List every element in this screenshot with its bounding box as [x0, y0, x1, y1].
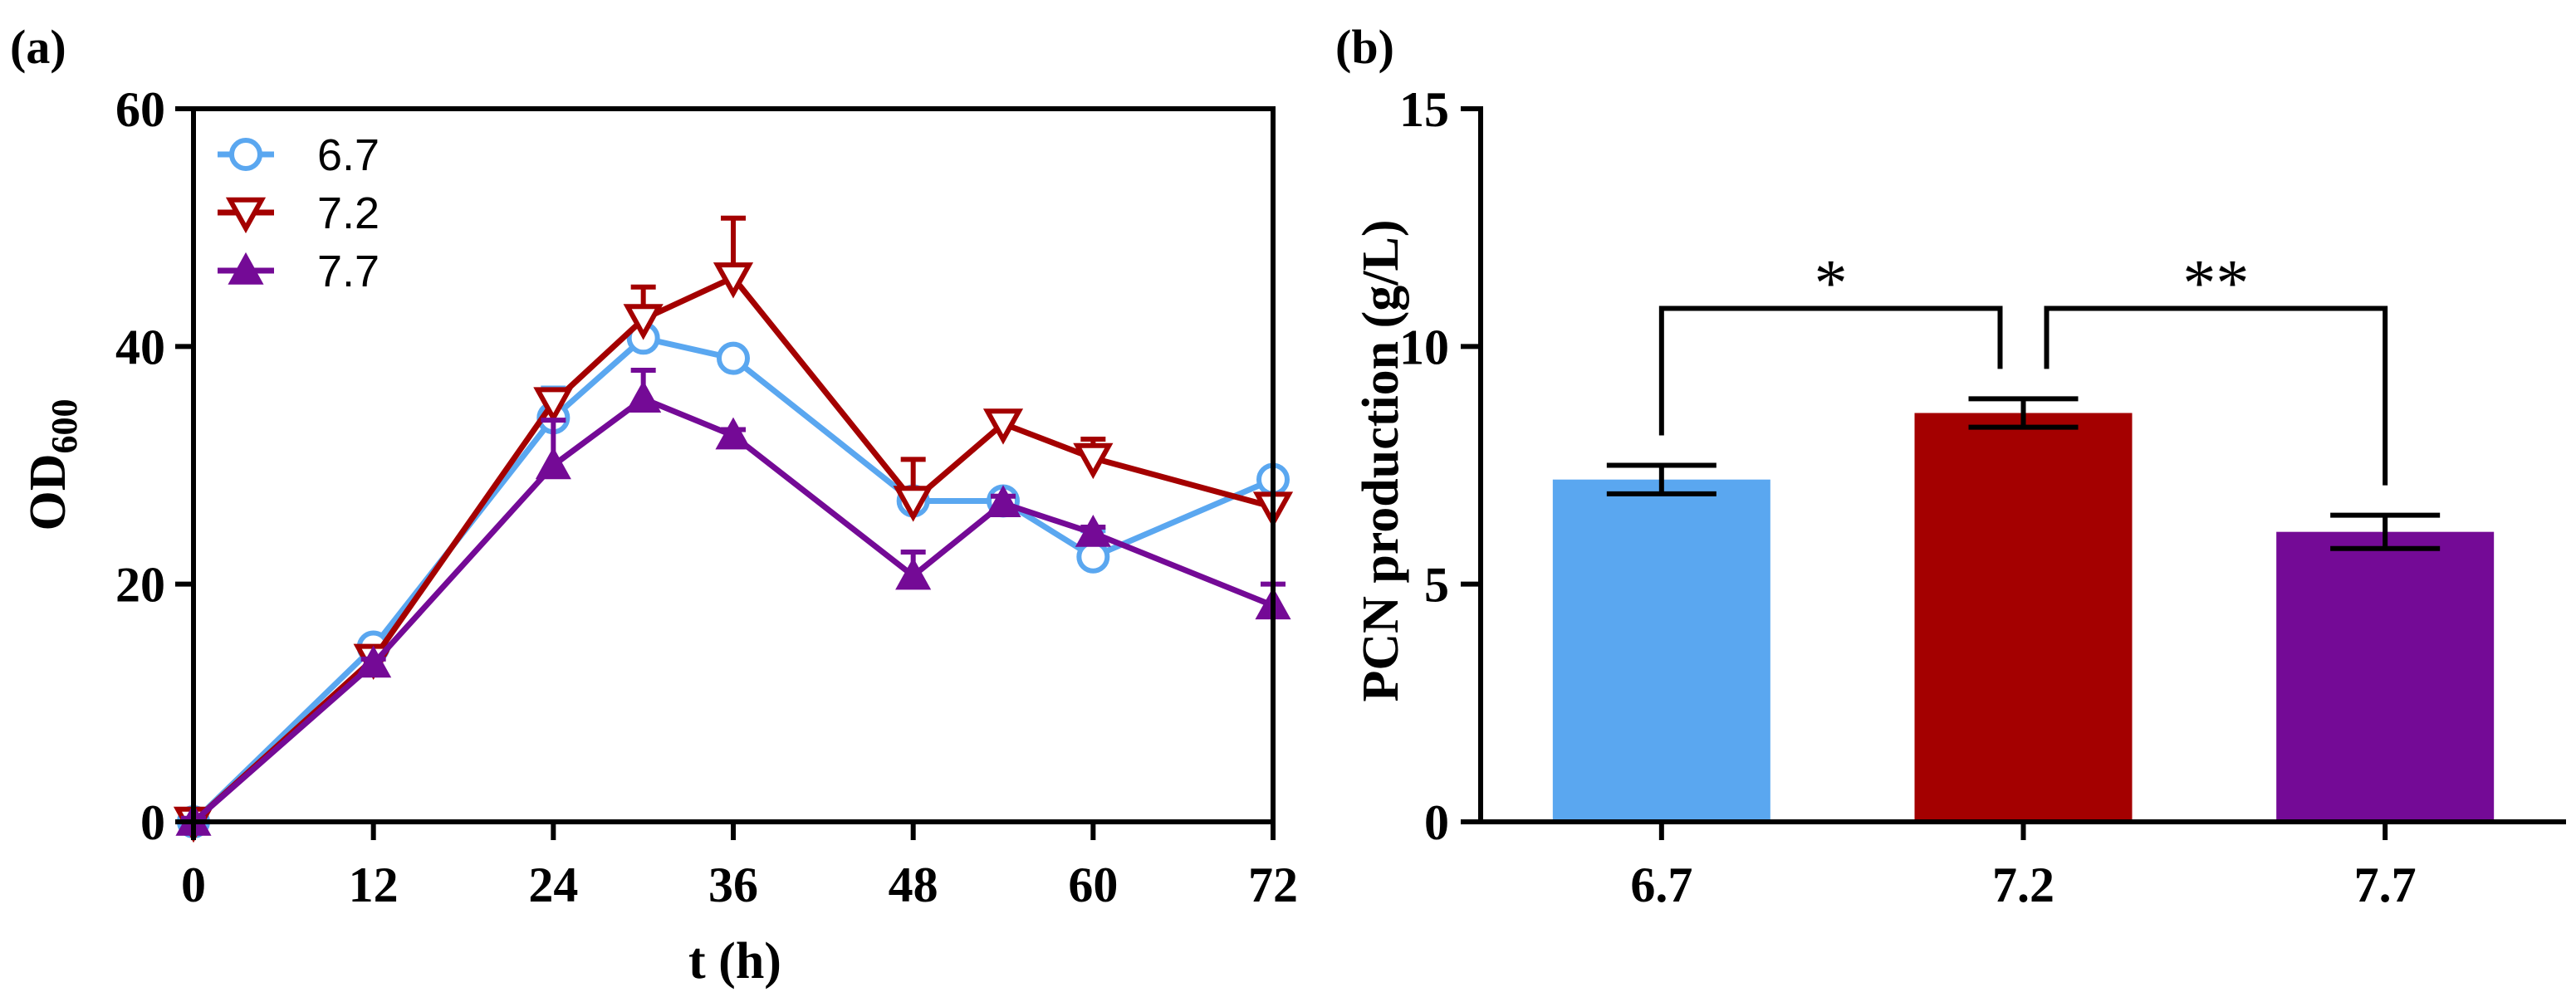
point-7-2-30	[623, 304, 664, 340]
point-7-2-54	[982, 408, 1024, 445]
legend-label-7-7: 7.7	[317, 247, 380, 296]
x-tick-label-72: 72	[1248, 858, 1298, 912]
panel-a-line-chart: (a) 0 12 24 36 48 60 72 0 20 40 60 t (h) OD600 6.7…	[10, 20, 1298, 990]
panel-a-y-axis-title-subscript: 600	[44, 399, 85, 454]
legend-item-7-7: 7.7	[218, 247, 380, 296]
panel-a-series-layer	[173, 215, 1294, 843]
point-7-7-60	[1075, 515, 1111, 547]
point-7-2-48	[893, 486, 933, 522]
significance-7-2-7-7: **	[2044, 247, 2388, 486]
significance-bracket-7-2-7-7	[2044, 305, 2388, 486]
panel-a-y-axis-title: OD600	[20, 399, 85, 531]
b-y-tick-label-5: 5	[1424, 558, 1449, 613]
y-tick-label-40: 40	[115, 320, 165, 374]
x-tick-label-24: 24	[528, 858, 578, 912]
significance-label-6-7-7-2: *	[1814, 247, 1848, 320]
y-tick-label-20: 20	[115, 558, 165, 613]
b-x-tick-label-7-7: 7.7	[2354, 858, 2417, 912]
legend-item-7-2: 7.2	[218, 188, 380, 238]
significance-6-7-7-2: *	[1658, 247, 2003, 436]
y-tick-label-60: 60	[115, 82, 165, 137]
point-7-7-30	[625, 380, 662, 413]
series-7-2	[173, 215, 1294, 843]
series-line-6-7	[191, 335, 1275, 824]
panel-b-significance: * **	[1658, 247, 2388, 486]
b-x-tick-label-7-2: 7.2	[1992, 858, 2054, 912]
point-7-7-12	[355, 645, 392, 678]
point-7-2-60	[1073, 442, 1114, 480]
panel-a-x-axis-title: t (h)	[688, 933, 781, 990]
point-6-7-60	[1076, 540, 1110, 574]
legend-marker-7-2	[225, 197, 267, 234]
legend-marker-7-7	[228, 252, 264, 285]
panel-b-label: (b)	[1335, 20, 1394, 74]
point-7-7-24	[535, 447, 571, 480]
b-x-tick-label-6-7: 6.7	[1630, 858, 1692, 912]
point-7-2-36	[713, 262, 754, 299]
panel-b-bar-layer	[1552, 396, 2495, 822]
x-tick-label-0: 0	[181, 858, 206, 912]
panel-b-axes: 0 5 10 15 6.7 7.2 7.7	[1399, 82, 2566, 912]
significance-label-7-2-7-7: **	[2182, 247, 2249, 320]
legend-marker-6-7	[229, 138, 262, 171]
legend-label-7-2: 7.2	[317, 188, 380, 238]
panel-a-axes: 0 12 24 36 48 60 72 0 20 40 60	[115, 82, 1298, 912]
x-tick-label-12: 12	[349, 858, 399, 912]
x-tick-label-36: 36	[708, 858, 758, 912]
y-tick-label-0: 0	[140, 795, 165, 850]
legend-label-6-7: 6.7	[317, 130, 380, 180]
b-y-tick-label-15: 15	[1399, 82, 1449, 137]
x-tick-label-48: 48	[889, 858, 938, 912]
bar-6-7	[1552, 479, 1770, 822]
point-7-2-24	[533, 387, 574, 423]
panel-a-legend: 6.7 7.2 7.7	[218, 130, 380, 296]
x-tick-label-60: 60	[1068, 858, 1118, 912]
legend-item-6-7: 6.7	[218, 130, 380, 180]
series-6-7	[177, 305, 1290, 838]
b-y-tick-label-0: 0	[1424, 795, 1449, 850]
bar-7-2	[1914, 413, 2133, 822]
point-6-7-36	[717, 341, 750, 375]
panel-b-y-axis-title: PCN production (g/L)	[1353, 219, 1409, 701]
panel-a-y-axis-title-main: OD	[20, 454, 76, 531]
point-7-7-36	[715, 417, 752, 450]
b-y-tick-label-10: 10	[1399, 320, 1449, 374]
significance-bracket-6-7-7-2	[1658, 305, 2003, 436]
point-7-7-48	[895, 557, 932, 590]
panel-a-label: (a)	[10, 20, 66, 74]
series-7-7	[175, 367, 1291, 836]
point-7-7-54	[985, 485, 1021, 518]
bar-7-7	[2276, 531, 2495, 822]
